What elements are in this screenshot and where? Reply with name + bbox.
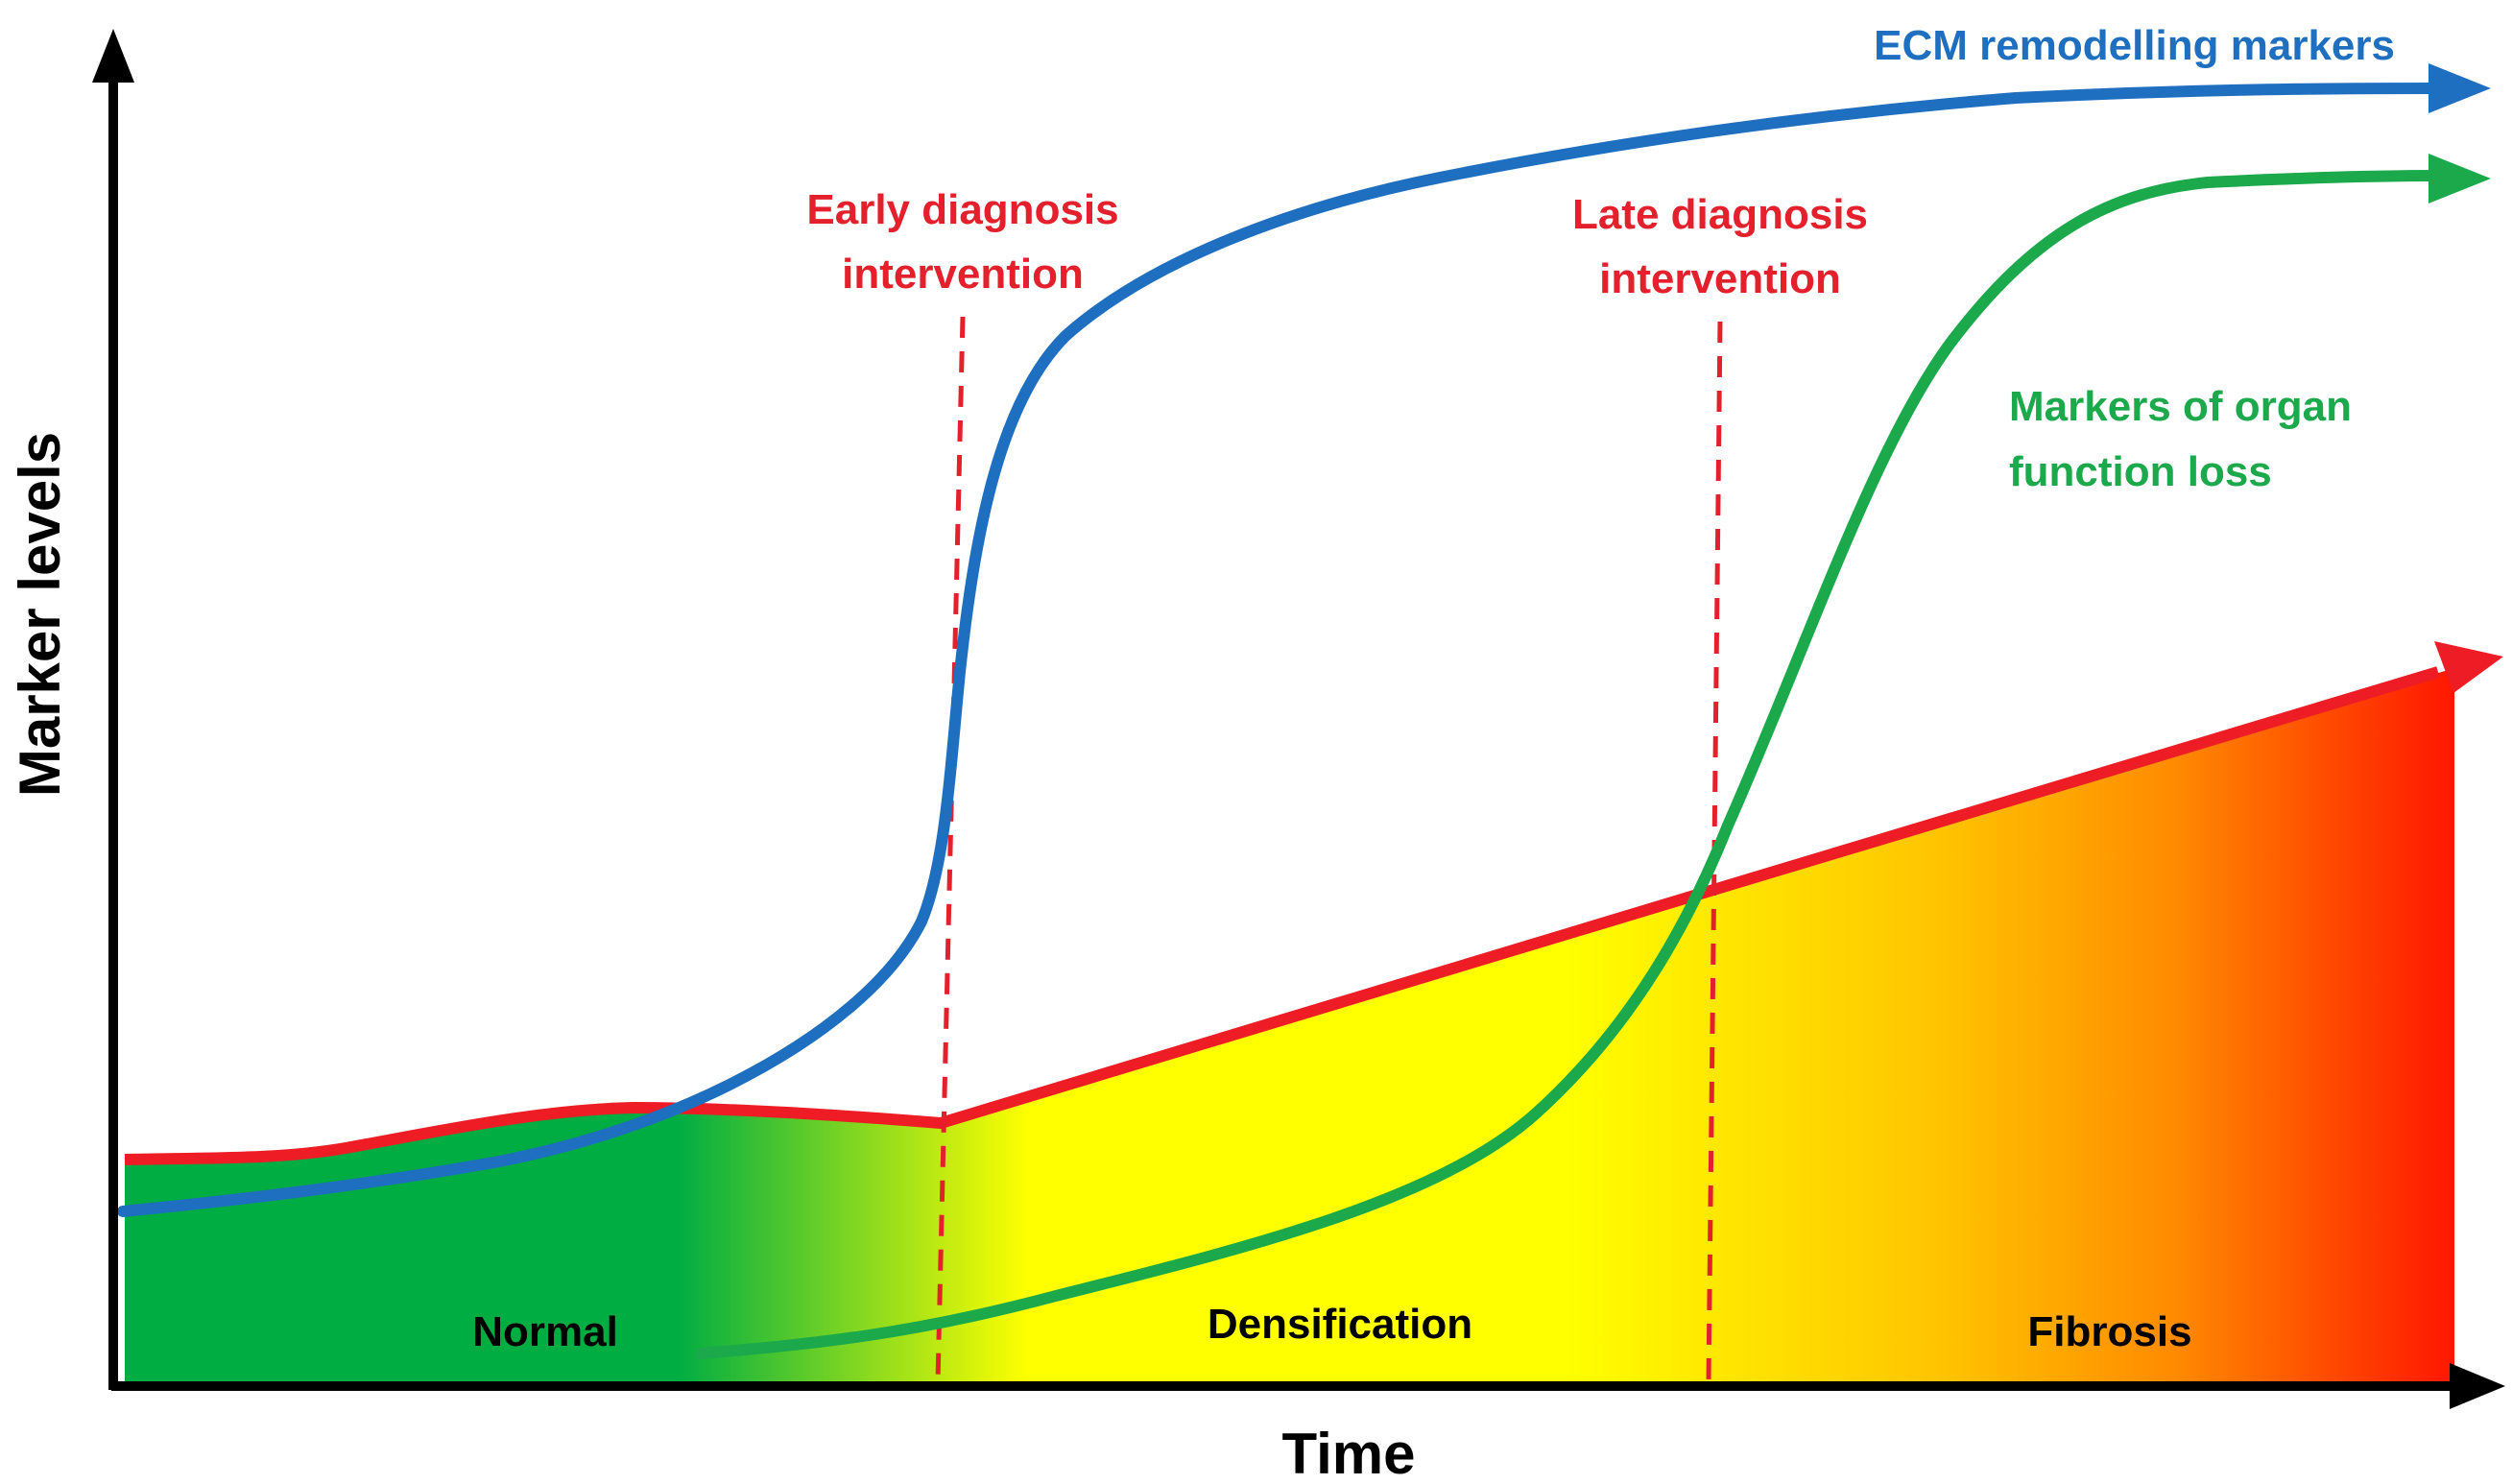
late-intervention-label-line2: intervention (1599, 255, 1841, 302)
ecm-curve-arrowhead (2428, 63, 2491, 113)
organ-curve-label-line2: function loss (2009, 448, 2272, 495)
ecm-curve-label: ECM remodelling markers (1874, 22, 2395, 69)
organ-curve-label-line1: Markers of organ (2009, 383, 2352, 430)
x-axis-arrowhead (2450, 1363, 2505, 1409)
fibrosis-line-arrowhead (2434, 641, 2503, 693)
fibrosis-level-line (124, 666, 2440, 1165)
y-axis-arrowhead (92, 29, 134, 83)
late-intervention-label-line1: Late diagnosis (1572, 191, 1868, 238)
organ-curve-arrowhead (2428, 154, 2491, 203)
phase-label-normal: Normal (472, 1308, 618, 1355)
early-intervention-label-line1: Early diagnosis (806, 186, 1118, 233)
organ-function-loss-curve (695, 170, 2444, 1359)
ecm-remodelling-curve (117, 83, 2449, 1217)
phase-label-densification: Densification (1208, 1301, 1472, 1348)
early-intervention-line (935, 316, 966, 1383)
y-axis-label: Marker levels (8, 432, 72, 797)
early-intervention-label-line2: intervention (842, 251, 1084, 298)
phase-label-fibrosis: Fibrosis (2027, 1308, 2191, 1355)
x-axis-label: Time (1282, 1422, 1416, 1484)
